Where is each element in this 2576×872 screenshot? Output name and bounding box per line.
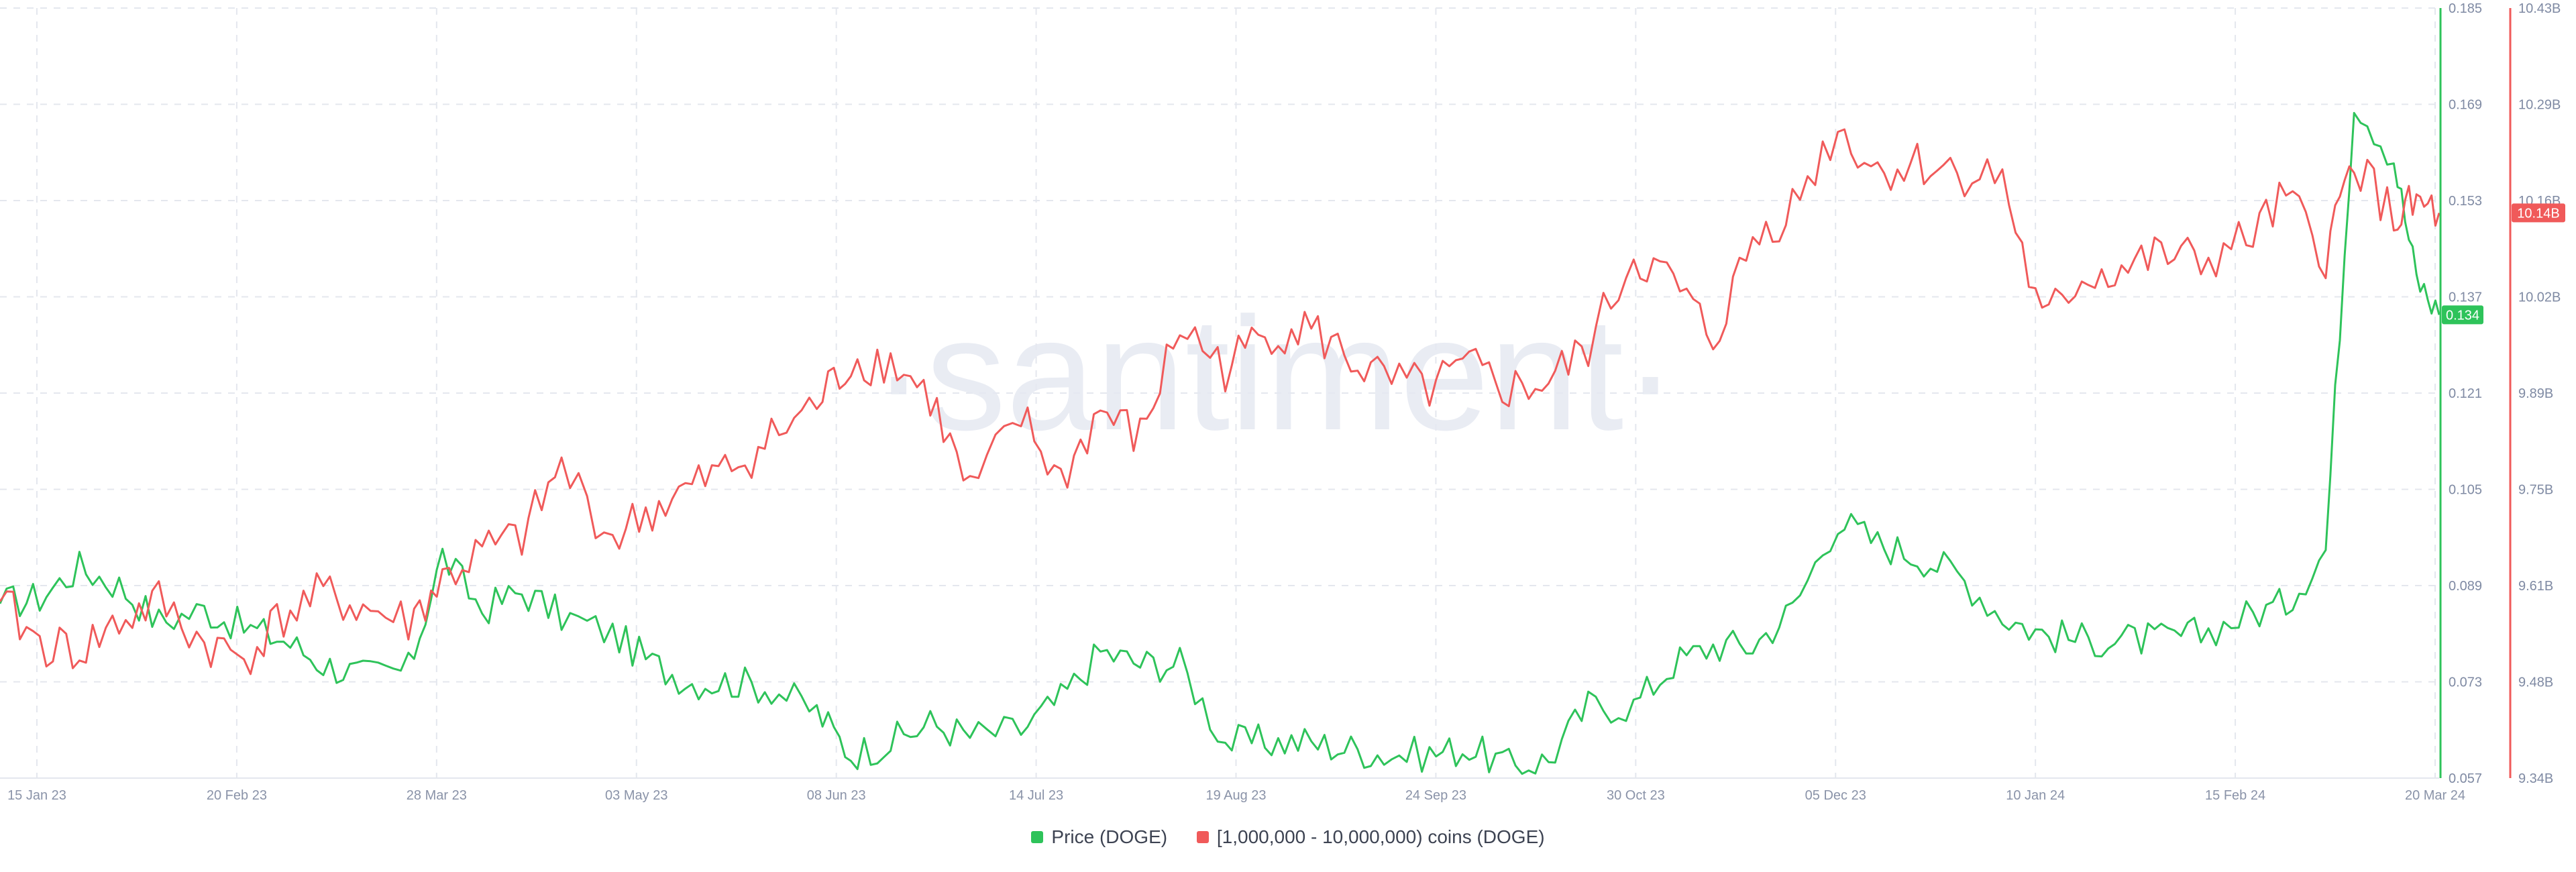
price-axis-tick: 0.057 <box>2449 771 2482 786</box>
legend-item-price[interactable]: Price (DOGE) <box>1031 826 1167 848</box>
price-last-value-badge: 0.134 <box>2442 305 2483 325</box>
legend-item-holdings[interactable]: [1,000,000 - 10,000,000) coins (DOGE) <box>1196 826 1545 848</box>
x-tick-label: 28 Mar 23 <box>407 788 467 803</box>
x-tick-label: 15 Jan 23 <box>7 788 66 803</box>
series-line-holdings <box>0 128 2440 675</box>
holdings-axis-tick: 9.61B <box>2518 579 2553 594</box>
holdings-axis-tick: 9.34B <box>2518 771 2553 786</box>
holdings-axis-tick: 10.02B <box>2518 290 2561 305</box>
holdings-last-value-badge: 10.14B <box>2512 203 2565 223</box>
price-last-value-text: 0.134 <box>2446 308 2479 323</box>
price-axis-tick: 0.121 <box>2449 386 2482 401</box>
x-tick-label: 30 Oct 23 <box>1607 788 1665 803</box>
chart-canvas: ·santiment· 15 Jan 23 20 Feb 23 28 Mar 23 0… <box>0 1 2565 803</box>
last-value-badges: 0.134 10.14B <box>2442 203 2565 325</box>
holdings-last-value-text: 10.14B <box>2517 206 2559 221</box>
series-line-price <box>0 111 2440 775</box>
holdings-axis-tick: 10.29B <box>2518 98 2561 113</box>
x-tick-label: 24 Sep 23 <box>1405 788 1466 803</box>
x-axis-ticks: 15 Jan 23 20 Feb 23 28 Mar 23 03 May 23 08 J… <box>7 788 2465 803</box>
x-tick-label: 15 Feb 24 <box>2205 788 2265 803</box>
holdings-axis-tick: 9.89B <box>2518 386 2553 401</box>
price-axis-tick: 0.185 <box>2449 1 2482 16</box>
price-axis-tick: 0.073 <box>2449 675 2482 690</box>
legend-label-holdings: [1,000,000 - 10,000,000) coins (DOGE) <box>1216 826 1545 847</box>
holdings-axis-tick: 9.75B <box>2518 483 2553 498</box>
x-tick-label: 20 Feb 23 <box>207 788 267 803</box>
x-tick-label: 14 Jul 23 <box>1009 788 1063 803</box>
x-tick-label: 03 May 23 <box>605 788 667 803</box>
x-tick-label: 08 Jun 23 <box>807 788 866 803</box>
chart-series <box>0 111 2440 775</box>
price-axis-tick: 0.169 <box>2449 98 2482 113</box>
x-tick-label: 20 Mar 24 <box>2405 788 2465 803</box>
price-axis-tick: 0.137 <box>2449 290 2482 305</box>
santiment-watermark: ·santiment· <box>872 284 1677 464</box>
holdings-axis-tick: 10.43B <box>2518 1 2561 16</box>
chart-axes <box>0 8 2512 779</box>
x-tick-label: 05 Dec 23 <box>1805 788 1866 803</box>
x-tick-label: 19 Aug 23 <box>1205 788 1266 803</box>
x-tick-label: 10 Jan 24 <box>2006 788 2065 803</box>
price-axis-tick: 0.105 <box>2449 483 2482 498</box>
legend-swatch-holdings <box>1196 831 1209 843</box>
price-axis-tick: 0.153 <box>2449 194 2482 209</box>
holdings-axis-tick: 9.48B <box>2518 675 2553 690</box>
chart-legend: Price (DOGE) [1,000,000 - 10,000,000) co… <box>0 826 2576 848</box>
price-axis-tick: 0.089 <box>2449 579 2482 594</box>
legend-swatch-price <box>1031 831 1044 843</box>
legend-label-price: Price (DOGE) <box>1051 826 1168 847</box>
